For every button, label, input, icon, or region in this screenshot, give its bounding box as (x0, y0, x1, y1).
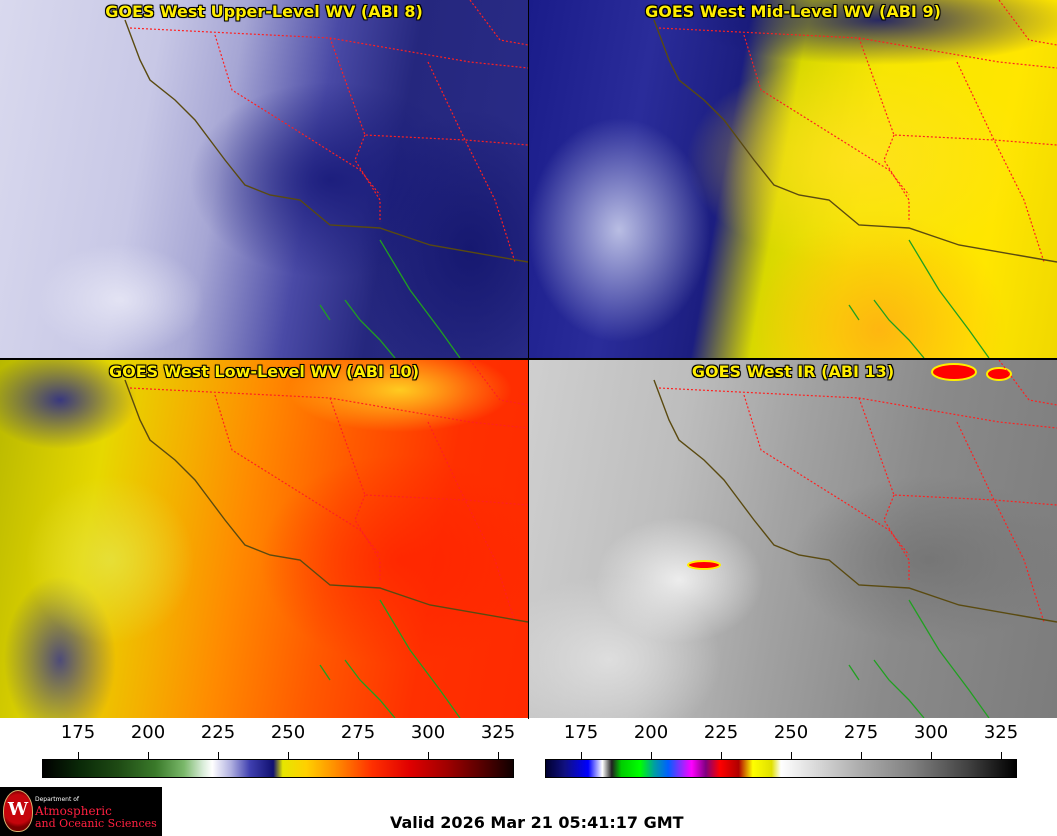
mexico-coastline (848, 599, 990, 718)
logo-department-text: Department of (35, 796, 79, 803)
upper-panel-title: GOES West Upper-Level WV (ABI 8) (105, 2, 423, 21)
ir-tick-label: 200 (633, 722, 669, 743)
ir-tick-mark (1001, 752, 1002, 759)
wv-tick-mark (428, 752, 429, 759)
ir-tick-label: 275 (843, 722, 879, 743)
us-coastline (653, 379, 1057, 623)
state-borders (129, 0, 528, 263)
water-vapor-colorbar (42, 759, 514, 778)
aos-logo[interactable]: W Department of Atmospheric and Oceanic … (0, 787, 162, 836)
wv-tick-mark (218, 752, 219, 759)
mid-panel-title: GOES West Mid-Level WV (ABI 9) (645, 2, 941, 21)
low-map-overlay (124, 360, 528, 718)
ir-tick-label: 300 (913, 722, 949, 743)
infrared-colorbar (545, 759, 1017, 778)
logo-oceanic-text: and Oceanic Sciences (35, 817, 157, 830)
upper-map-overlay (124, 0, 528, 358)
ir-tick-label: 175 (563, 722, 599, 743)
wv-colorbar-area: 175 200 225 250 275 300 325 (0, 722, 528, 782)
ir-tick-mark (791, 752, 792, 759)
wv-tick-mark (358, 752, 359, 759)
wv-tick-label: 275 (340, 722, 376, 743)
mexico-coastline (848, 239, 990, 358)
mid-map-overlay (653, 0, 1057, 358)
us-coastline (653, 19, 1057, 263)
wv-tick-label: 250 (270, 722, 306, 743)
valid-time-label: Valid 2026 Mar 21 05:41:17 GMT (390, 813, 684, 832)
wv-tick-label: 200 (130, 722, 166, 743)
wv-tick-mark (288, 752, 289, 759)
wv-tick-label: 325 (480, 722, 516, 743)
ir-cold-cloud-tops (687, 363, 1012, 570)
wv-tick-mark (148, 752, 149, 759)
wv-tick-label: 300 (410, 722, 446, 743)
mexico-coastline (319, 239, 461, 358)
ir-panel: GOES West IR (ABI 13) (529, 360, 1057, 718)
state-borders (129, 360, 528, 623)
us-coastline (124, 379, 528, 623)
wv-tick-label: 225 (200, 722, 236, 743)
upper-level-wv-panel: GOES West Upper-Level WV (ABI 8) (0, 0, 528, 358)
ir-tick-mark (651, 752, 652, 759)
logo-atmospheric-text: Atmospheric (35, 804, 112, 818)
mexico-coastline (319, 599, 461, 718)
ir-tick-mark (861, 752, 862, 759)
panel-divider-horizontal (0, 358, 1057, 360)
state-borders (658, 360, 1057, 623)
crest-letter: W (7, 799, 29, 820)
ir-tick-label: 325 (983, 722, 1019, 743)
ir-panel-title: GOES West IR (ABI 13) (691, 362, 895, 381)
ir-tick-mark (931, 752, 932, 759)
ir-tick-label: 250 (773, 722, 809, 743)
state-borders (658, 0, 1057, 263)
uw-crest-icon: W (3, 790, 33, 832)
ir-map-overlay (653, 360, 1057, 718)
ir-tick-label: 225 (703, 722, 739, 743)
ir-tick-mark (581, 752, 582, 759)
ir-tick-mark (721, 752, 722, 759)
us-coastline (124, 19, 528, 263)
low-panel-title: GOES West Low-Level WV (ABI 10) (108, 362, 419, 381)
mid-level-wv-panel: GOES West Mid-Level WV (ABI 9) (529, 0, 1057, 358)
ir-colorbar-area: 175 200 225 250 275 300 325 (0, 722, 1057, 782)
low-level-wv-panel: GOES West Low-Level WV (ABI 10) (0, 360, 528, 718)
wv-tick-label: 175 (60, 722, 96, 743)
wv-tick-mark (78, 752, 79, 759)
wv-tick-mark (498, 752, 499, 759)
